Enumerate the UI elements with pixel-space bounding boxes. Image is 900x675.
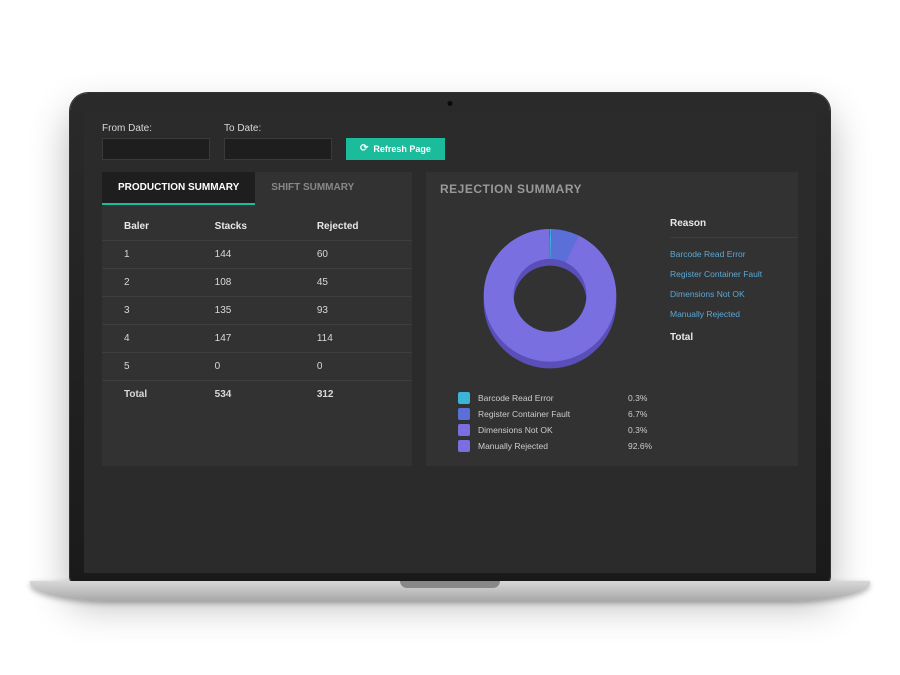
from-date-label: From Date: (102, 123, 210, 134)
table-cell: 0 (193, 352, 295, 380)
table-cell: 108 (193, 268, 295, 296)
table-cell: 45 (295, 268, 412, 296)
legend-label: Dimensions Not OK (478, 425, 620, 435)
table-header-row: Baler Stacks Rejected (102, 213, 412, 241)
legend-swatch (458, 424, 470, 436)
reason-link[interactable]: Dimensions Not OK (670, 284, 798, 304)
from-date-input[interactable] (102, 138, 210, 160)
legend-row: Barcode Read Error 0.3% (458, 392, 660, 404)
production-panel: PRODUCTION SUMMARY SHIFT SUMMARY Baler S… (102, 172, 412, 466)
chart-legend: Barcode Read Error 0.3% Register Container… (440, 392, 660, 452)
content-row: PRODUCTION SUMMARY SHIFT SUMMARY Baler S… (84, 172, 816, 466)
table-row: 4147114 (102, 324, 412, 352)
laptop-camera (448, 101, 453, 106)
table-cell: 0 (295, 352, 412, 380)
total-label: Total (102, 380, 193, 408)
col-rejected: Rejected (295, 213, 412, 241)
dashboard-screen: From Date: To Date: ⟳ Refresh Page PRODU… (84, 113, 816, 573)
tab-shift-summary[interactable]: SHIFT SUMMARY (255, 172, 370, 205)
refresh-button-label: Refresh Page (373, 144, 431, 154)
chart-column: REJECTION SUMMARY Barcode Read Error 0.3%… (440, 182, 660, 456)
filter-bar: From Date: To Date: ⟳ Refresh Page (84, 113, 816, 172)
legend-value: 0.3% (628, 393, 660, 403)
legend-label: Manually Rejected (478, 441, 620, 451)
table-cell: 147 (193, 324, 295, 352)
table-cell: 2 (102, 268, 193, 296)
col-stacks: Stacks (193, 213, 295, 241)
total-stacks: 534 (193, 380, 295, 408)
legend-swatch (458, 392, 470, 404)
table-total-row: Total 534 312 (102, 380, 412, 408)
to-date-label: To Date: (224, 123, 332, 134)
table-cell: 3 (102, 296, 193, 324)
table-cell: 114 (295, 324, 412, 352)
table-cell: 1 (102, 240, 193, 268)
refresh-icon: ⟳ (360, 143, 368, 154)
to-date-input[interactable] (224, 138, 332, 160)
tab-production-summary[interactable]: PRODUCTION SUMMARY (102, 172, 255, 205)
table-cell: 60 (295, 240, 412, 268)
table-cell: 93 (295, 296, 412, 324)
reason-column: Reason Barcode Read ErrorRegister Contai… (660, 182, 798, 456)
legend-swatch (458, 440, 470, 452)
total-rejected: 312 (295, 380, 412, 408)
laptop-frame: From Date: To Date: ⟳ Refresh Page PRODU… (70, 93, 830, 583)
reason-total: Total (670, 324, 798, 343)
table-cell: 135 (193, 296, 295, 324)
table-row: 500 (102, 352, 412, 380)
table-row: 210845 (102, 268, 412, 296)
table-cell: 144 (193, 240, 295, 268)
from-date-group: From Date: (102, 123, 210, 160)
reason-link[interactable]: Barcode Read Error (670, 244, 798, 264)
production-table: Baler Stacks Rejected 114460210845313593… (102, 213, 412, 408)
to-date-group: To Date: (224, 123, 332, 160)
refresh-button[interactable]: ⟳ Refresh Page (346, 138, 445, 160)
tab-bar: PRODUCTION SUMMARY SHIFT SUMMARY (102, 172, 412, 205)
legend-row: Manually Rejected 92.6% (458, 440, 660, 452)
legend-swatch (458, 408, 470, 420)
legend-value: 0.3% (628, 425, 660, 435)
legend-label: Register Container Fault (478, 409, 620, 419)
legend-label: Barcode Read Error (478, 393, 620, 403)
legend-row: Dimensions Not OK 0.3% (458, 424, 660, 436)
table-row: 313593 (102, 296, 412, 324)
legend-value: 92.6% (628, 441, 660, 451)
reason-link[interactable]: Register Container Fault (670, 264, 798, 284)
table-cell: 4 (102, 324, 193, 352)
reason-link[interactable]: Manually Rejected (670, 304, 798, 324)
table-row: 114460 (102, 240, 412, 268)
laptop-base (30, 581, 870, 601)
legend-row: Register Container Fault 6.7% (458, 408, 660, 420)
table-cell: 5 (102, 352, 193, 380)
donut-chart (465, 212, 635, 382)
col-baler: Baler (102, 213, 193, 241)
rejection-title: REJECTION SUMMARY (440, 182, 660, 196)
laptop-notch (400, 581, 500, 588)
legend-value: 6.7% (628, 409, 660, 419)
rejection-panel: REJECTION SUMMARY Barcode Read Error 0.3%… (426, 172, 798, 466)
reason-header: Reason (670, 218, 798, 238)
